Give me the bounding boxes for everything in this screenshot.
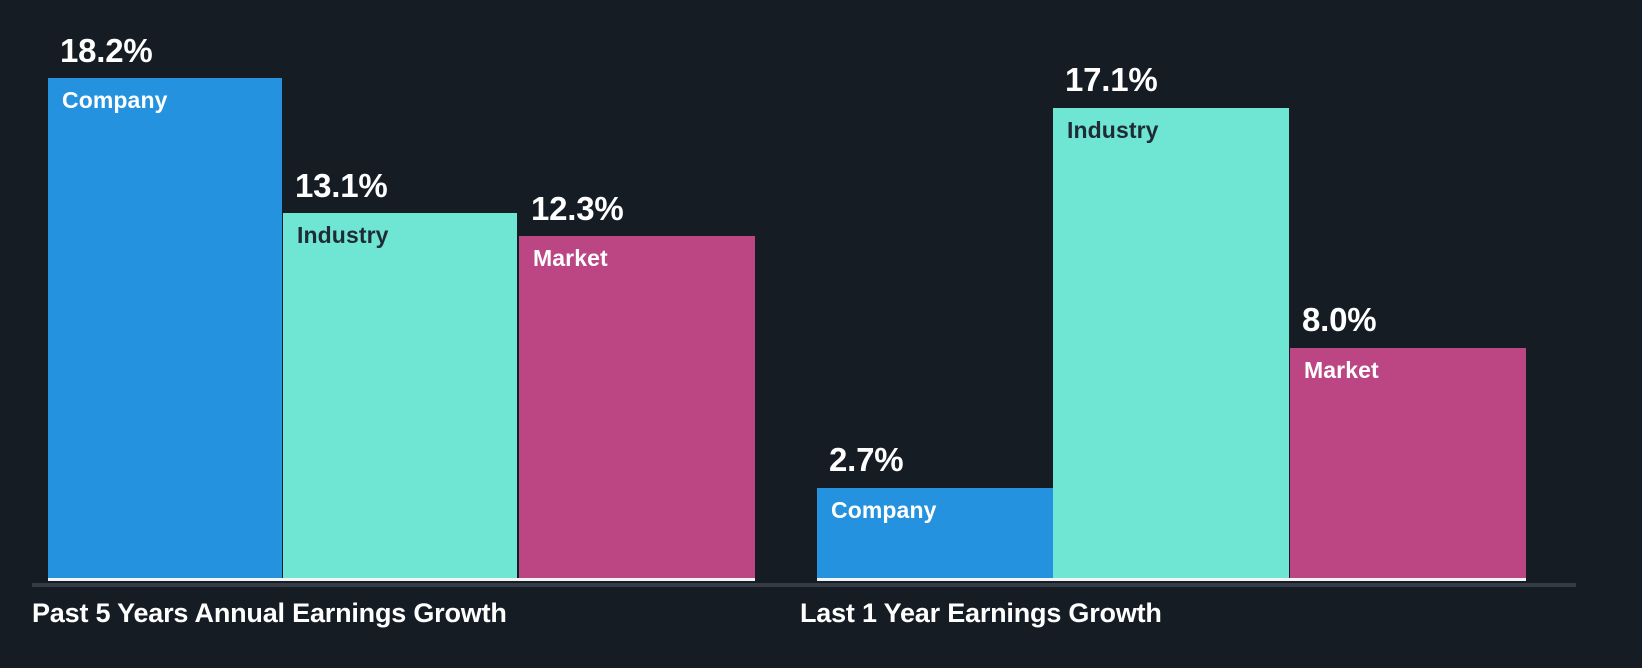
last-1-year-chart-panel: 2.7% Company 17.1% Industry 8.0% Market … (800, 0, 1642, 668)
chart-title-past-5-years: Past 5 Years Annual Earnings Growth (32, 598, 507, 628)
value-label-industry: 13.1% (295, 167, 388, 204)
bar-company[interactable]: Company (817, 488, 1053, 581)
bar-label-market: Market (533, 245, 608, 271)
bar-label-market: Market (1304, 357, 1379, 383)
bar-industry[interactable]: Industry (283, 213, 517, 581)
chart-title-last-1-year: Last 1 Year Earnings Growth (800, 598, 1162, 628)
x-axis-line (32, 583, 805, 587)
bar-market[interactable]: Market (1290, 348, 1526, 581)
bar-company[interactable]: Company (48, 78, 282, 581)
value-label-industry: 17.1% (1065, 61, 1158, 98)
bar-industry[interactable]: Industry (1053, 108, 1289, 581)
bar-label-industry: Industry (1067, 117, 1159, 143)
plot-baseline (817, 578, 1526, 581)
past-5-years-chart-panel: 18.2% Company 13.1% Industry 12.3% Marke… (0, 0, 806, 668)
bar-label-company: Company (831, 497, 937, 523)
past-5-years-plot-area: 18.2% Company 13.1% Industry 12.3% Marke… (0, 0, 806, 581)
x-axis-line (800, 583, 1576, 587)
value-label-company: 18.2% (60, 32, 153, 69)
last-1-year-plot-area: 2.7% Company 17.1% Industry 8.0% Market (806, 0, 1642, 581)
value-label-company: 2.7% (829, 441, 904, 478)
bar-label-company: Company (62, 87, 168, 113)
bar-market[interactable]: Market (519, 236, 755, 581)
value-label-market: 8.0% (1302, 301, 1377, 338)
bar-label-industry: Industry (297, 222, 389, 248)
value-label-market: 12.3% (531, 190, 624, 227)
plot-baseline (48, 578, 755, 581)
